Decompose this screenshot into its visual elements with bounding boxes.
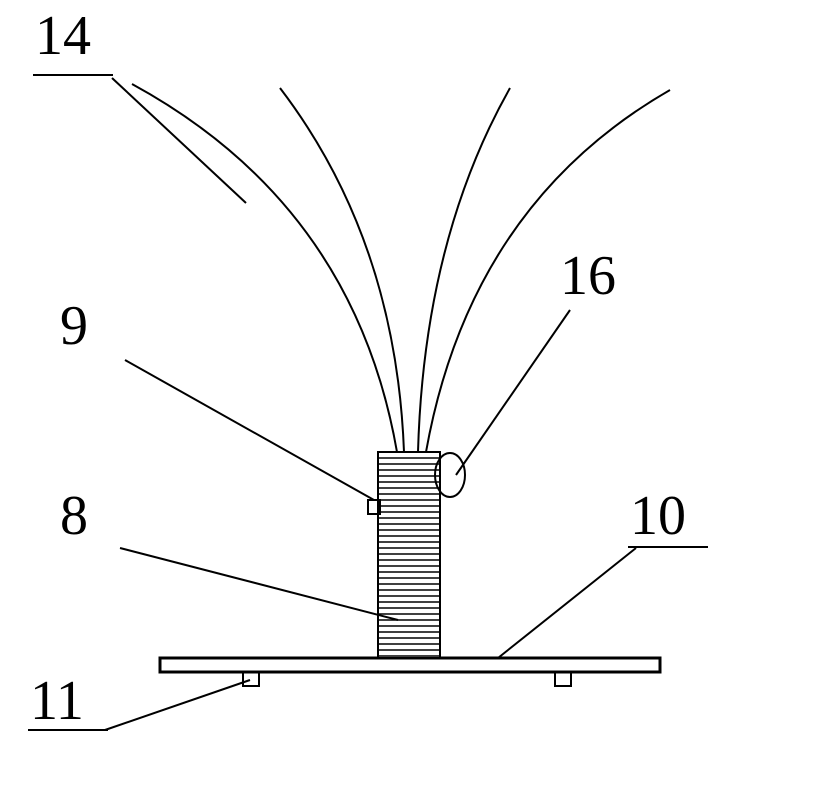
leader-11: [105, 680, 250, 730]
leader-14: [112, 78, 246, 203]
curve-outer_right: [426, 90, 670, 452]
foot-left: [243, 672, 259, 686]
base-plate: [160, 658, 660, 672]
foot-right: [555, 672, 571, 686]
label-8: 8: [60, 485, 88, 547]
label-9: 9: [60, 295, 88, 357]
label-14: 14: [35, 5, 91, 67]
curve-outer_left: [132, 84, 397, 452]
central-column: [378, 452, 440, 658]
technical-diagram: 8 9 10 11 14 16: [0, 0, 833, 801]
curve-inner_right: [418, 88, 510, 452]
label-16: 16: [560, 245, 616, 307]
label-11: 11: [30, 670, 84, 732]
label-10: 10: [630, 485, 686, 547]
leader-9: [125, 360, 374, 500]
leader-8: [120, 548, 398, 620]
leader-10: [498, 548, 636, 658]
leader-16: [456, 310, 570, 475]
